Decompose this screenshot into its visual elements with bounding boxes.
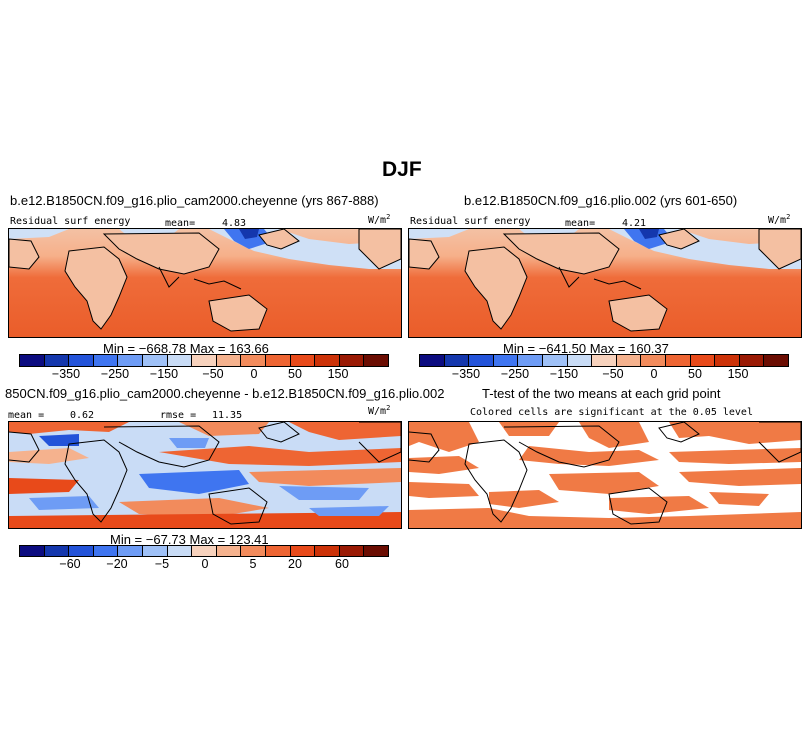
colorbar-3-tick: −60 xyxy=(59,557,81,571)
panel4-subtitle: Colored cells are significant at the 0.0… xyxy=(470,407,753,418)
colorbar-2-swatch xyxy=(420,355,445,366)
colorbar-2-swatch xyxy=(567,355,593,366)
colorbar-3-tick: −5 xyxy=(154,557,170,571)
colorbar-1-swatch xyxy=(142,355,168,366)
colorbar-2-swatch xyxy=(690,355,716,366)
colorbar-3-swatch xyxy=(167,546,193,556)
colorbar-3-tick: 0 xyxy=(201,557,209,571)
colorbar-1 xyxy=(19,354,389,367)
colorbar-2-swatch xyxy=(469,355,494,366)
panel3-mean-value: 0.62 xyxy=(70,410,95,421)
colorbar-3-swatch xyxy=(118,546,143,556)
colorbar-3-tick: 60 xyxy=(335,557,349,571)
colorbar-1-tick: 0 xyxy=(250,367,258,381)
colorbar-2-ticks: −350 −250 −150 −50 0 50 150 xyxy=(0,367,809,383)
colorbar-3-swatch xyxy=(241,546,266,556)
colorbar-2-swatch xyxy=(764,355,788,366)
panel2-title: b.e12.B1850CN.f09_g16.plio.002 (yrs 601-… xyxy=(464,193,738,208)
colorbar-3-swatch xyxy=(192,546,217,556)
colorbar-3-tick: −20 xyxy=(106,557,128,571)
panel1-title: b.e12.B1850CN.f09_g16.plio_cam2000.cheye… xyxy=(10,193,379,208)
colorbar-3-ticks: −60 −20 −5 0 5 20 60 xyxy=(0,557,809,573)
panel2-variable: Residual surf energy xyxy=(410,216,531,227)
panel3-mean-label: mean = xyxy=(8,410,45,421)
colorbar-2-swatch xyxy=(715,355,740,366)
colorbar-1-swatch xyxy=(364,355,388,366)
colorbar-1-ticks: −350 −250 −150 −50 0 50 150 xyxy=(0,367,809,383)
panel2-mean-value: 4.21 xyxy=(622,218,647,229)
panel1-minmax: Min = −668.78 Max = 163.66 xyxy=(103,341,269,356)
colorbar-3-swatch xyxy=(339,546,365,556)
colorbar-3-swatch xyxy=(142,546,168,556)
panel1-units: W/m2 xyxy=(368,213,391,226)
colorbar-3-swatch xyxy=(44,546,70,556)
colorbar-3-swatch xyxy=(20,546,45,556)
panel2-minmax: Min = −641.50 Max = 160.37 xyxy=(503,341,669,356)
colorbar-2-swatch xyxy=(444,355,470,366)
panel2-mean-label: mean= xyxy=(565,218,596,229)
colorbar-1-swatch xyxy=(167,355,193,366)
panel1-mean-label: mean= xyxy=(165,218,196,229)
colorbar-2-tick: −150 xyxy=(549,367,579,381)
colorbar-1-tick: −150 xyxy=(149,367,179,381)
panel4-map xyxy=(408,421,802,529)
panel4-title: T-test of the two means at each grid poi… xyxy=(482,386,721,401)
colorbar-3-swatch xyxy=(265,546,291,556)
panel2-map xyxy=(408,228,802,338)
colorbar-2-swatch xyxy=(739,355,765,366)
colorbar-3-swatch xyxy=(216,546,242,556)
colorbar-3-swatch xyxy=(69,546,94,556)
colorbar-1-swatch xyxy=(192,355,217,366)
colorbar-2-swatch xyxy=(493,355,519,366)
figure-title: DJF xyxy=(382,158,422,181)
panel3-map xyxy=(8,421,402,529)
colorbar-2-tick: 150 xyxy=(727,367,749,381)
panel3-minmax: Min = −67.73 Max = 123.41 xyxy=(110,532,269,547)
colorbar-1-tick: −250 xyxy=(100,367,130,381)
colorbar-3-swatch xyxy=(93,546,119,556)
colorbar-2-tick: 0 xyxy=(650,367,658,381)
colorbar-2-swatch xyxy=(518,355,543,366)
panel3-rmse-label: rmse = xyxy=(160,410,197,421)
colorbar-1-swatch xyxy=(118,355,143,366)
colorbar-1-swatch xyxy=(69,355,94,366)
colorbar-3-swatch xyxy=(290,546,316,556)
colorbar-2-swatch xyxy=(542,355,568,366)
colorbar-1-swatch xyxy=(339,355,365,366)
colorbar-1-tick: 50 xyxy=(288,367,302,381)
panel3-rmse-value: 11.35 xyxy=(212,410,243,421)
colorbar-2-tick: −350 xyxy=(451,367,481,381)
colorbar-3-swatch xyxy=(364,546,388,556)
colorbar-3 xyxy=(19,545,389,557)
panel1-variable: Residual surf energy xyxy=(10,216,131,227)
colorbar-2-swatch xyxy=(665,355,691,366)
colorbar-2 xyxy=(419,354,789,367)
colorbar-2-swatch xyxy=(592,355,617,366)
panel2-units: W/m2 xyxy=(768,213,791,226)
colorbar-2-tick: 50 xyxy=(688,367,702,381)
colorbar-1-tick: −350 xyxy=(51,367,81,381)
colorbar-1-swatch xyxy=(265,355,291,366)
colorbar-3-swatch xyxy=(315,546,340,556)
colorbar-2-tick: −50 xyxy=(602,367,624,381)
colorbar-1-swatch xyxy=(216,355,242,366)
colorbar-2-tick: −250 xyxy=(500,367,530,381)
colorbar-3-tick: 20 xyxy=(288,557,302,571)
colorbar-1-swatch xyxy=(44,355,70,366)
colorbar-2-swatch xyxy=(641,355,666,366)
colorbar-1-swatch xyxy=(93,355,119,366)
colorbar-1-swatch xyxy=(20,355,45,366)
colorbar-1-tick: −50 xyxy=(202,367,224,381)
colorbar-1-swatch xyxy=(241,355,266,366)
colorbar-1-swatch xyxy=(315,355,340,366)
colorbar-1-tick: 150 xyxy=(327,367,349,381)
panel1-map xyxy=(8,228,402,338)
panel1-mean-value: 4.83 xyxy=(222,218,247,229)
colorbar-2-swatch xyxy=(616,355,642,366)
colorbar-3-tick: 5 xyxy=(249,557,257,571)
panel3-units: W/m2 xyxy=(368,404,391,417)
panel3-title: 850CN.f09_g16.plio_cam2000.cheyenne - b.… xyxy=(5,386,445,401)
colorbar-1-swatch xyxy=(290,355,316,366)
